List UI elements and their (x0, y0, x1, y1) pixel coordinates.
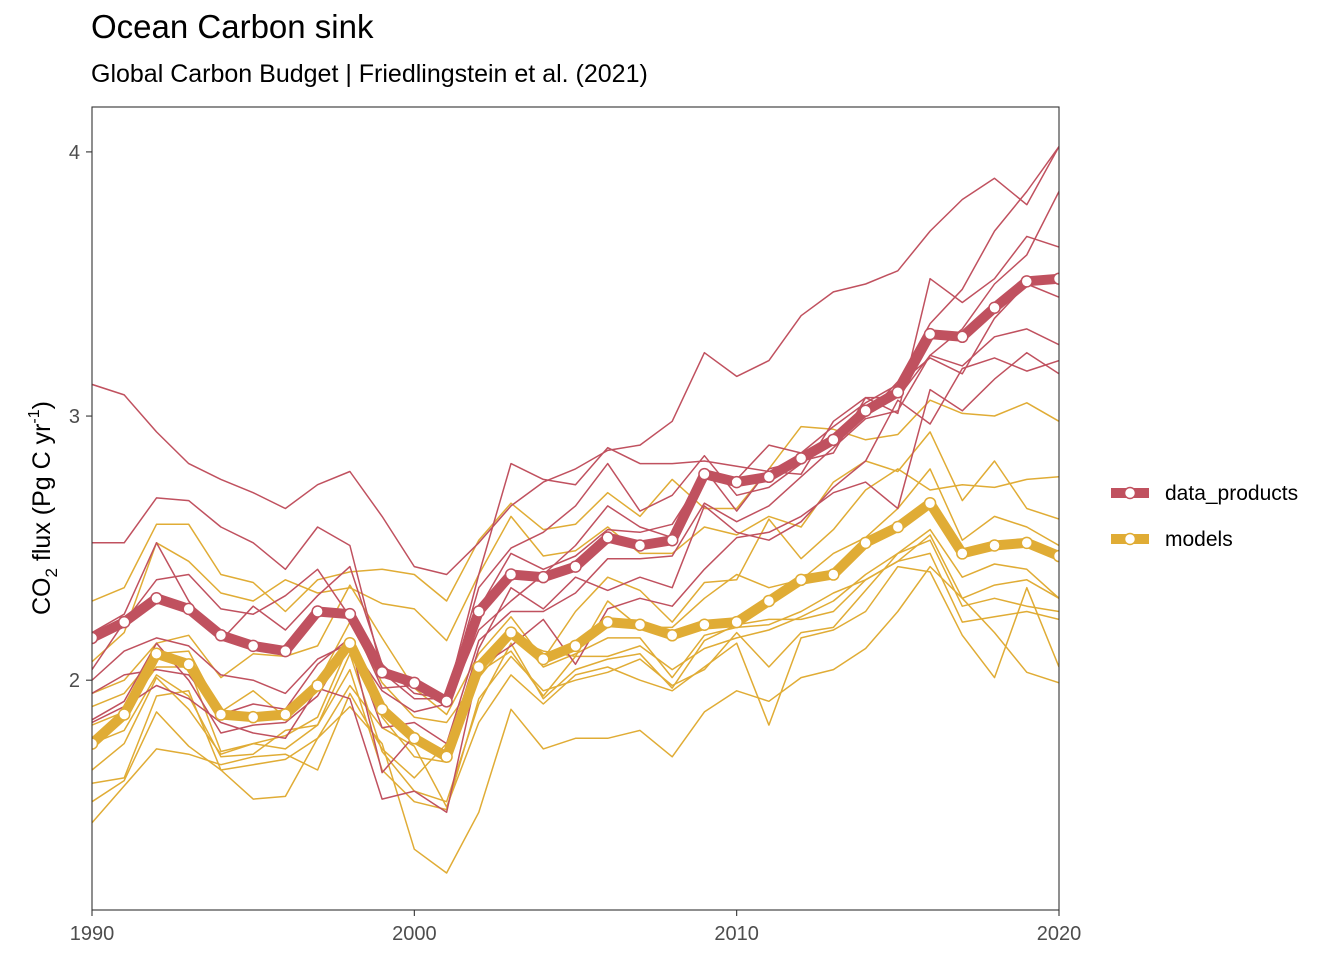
models-point (214, 708, 228, 721)
data_products-point (956, 330, 969, 344)
models-point (182, 658, 195, 671)
data_products-point (117, 615, 131, 629)
models-point (311, 679, 324, 692)
models-point (440, 750, 453, 764)
data_products-point (891, 386, 905, 399)
y-tick-label: 3 (69, 406, 80, 428)
data_products-member-line-3 (92, 146, 1059, 700)
x-tick-label: 1990 (70, 923, 115, 945)
data_products-point (214, 629, 228, 642)
models-point (246, 710, 260, 724)
models-point (601, 615, 614, 629)
data_products-member-line-6 (92, 328, 1059, 745)
data_products-point (665, 533, 679, 547)
member-lines (92, 146, 1059, 874)
data_products-legend-marker (1123, 486, 1137, 500)
y-axis-title: CO2 flux (Pg C yr-1) (26, 401, 61, 615)
data_products-member-line-7 (92, 357, 1059, 774)
models-point (923, 496, 937, 510)
models-member-line-2 (92, 431, 1059, 663)
models-point (117, 708, 131, 721)
data_products-point (730, 475, 743, 489)
models-point (762, 594, 776, 608)
models-point (891, 520, 905, 534)
models-point (698, 618, 711, 631)
axes: 1990 2000 2010 2020 2 3 4 (69, 142, 1081, 945)
models-point (375, 703, 389, 716)
data_products-point (569, 560, 582, 573)
models-point (794, 573, 808, 587)
data_products-member-line-2 (92, 235, 1059, 700)
data_products-point (182, 602, 195, 616)
x-tick-label: 2000 (392, 923, 437, 945)
data_products-point (246, 639, 260, 653)
models-member-line-8 (92, 565, 1059, 808)
data_products-point (375, 666, 389, 679)
data_products-point (1052, 272, 1059, 285)
data_products-point (537, 570, 550, 584)
y-tick-label: 2 (69, 670, 80, 692)
series-lines (92, 272, 1059, 764)
models-point (665, 629, 679, 642)
y-tick-label: 4 (69, 142, 80, 164)
data_products-point (343, 607, 357, 621)
models-member-line-1 (92, 399, 1059, 613)
models-point (1052, 549, 1059, 563)
models-point (92, 737, 99, 750)
data_products-point (279, 644, 292, 658)
models-point (472, 660, 486, 674)
models-point (279, 708, 292, 721)
models-member-line-10 (92, 528, 1059, 824)
models-point (504, 626, 518, 639)
data_products-point (794, 452, 808, 465)
chart-subtitle: Global Carbon Budget | Friedlingstein et… (91, 60, 648, 88)
models-point (150, 647, 163, 661)
data_products-legend-label: data_products (1165, 482, 1298, 505)
models-point (633, 618, 647, 631)
data_products-point (440, 695, 453, 708)
data_products-point (762, 470, 776, 484)
models-member-line-6 (92, 552, 1059, 803)
data_products-point (827, 433, 840, 447)
models-member-line-9 (92, 565, 1059, 874)
data_products-point (311, 605, 324, 618)
models-point (1020, 536, 1034, 550)
data_products-member-line-1 (92, 146, 1059, 576)
models-member-line-4 (92, 468, 1059, 724)
data_products-point (859, 404, 872, 418)
models-point (569, 639, 582, 653)
models-point (988, 539, 1001, 552)
models-point (956, 547, 969, 560)
data_products-point (698, 467, 711, 481)
data_products-point (408, 676, 421, 690)
data_products-point (601, 531, 614, 544)
data_products-line (92, 273, 1059, 707)
models-point (343, 636, 357, 650)
data_products-point (504, 568, 518, 581)
models-point (730, 615, 743, 629)
data_products-member-line-8 (92, 351, 1059, 814)
models-point (408, 732, 421, 745)
models-point (537, 652, 550, 666)
x-tick-label: 2010 (714, 923, 759, 945)
chart-title: Ocean Carbon sink (91, 8, 374, 45)
models-member-line-3 (92, 468, 1059, 716)
data_products-point (472, 605, 486, 618)
models-legend-marker (1123, 532, 1137, 546)
data_products-point (92, 631, 99, 645)
models-legend-label: models (1165, 528, 1233, 551)
data_products-point (633, 539, 647, 552)
data_products-point (1020, 275, 1034, 288)
models-point (859, 536, 872, 550)
x-tick-label: 2020 (1037, 923, 1082, 945)
data_products-point (150, 592, 163, 605)
data_products-point (923, 327, 937, 341)
panel-border (91, 106, 1060, 911)
data_products-point (988, 301, 1001, 314)
models-point (827, 568, 840, 581)
